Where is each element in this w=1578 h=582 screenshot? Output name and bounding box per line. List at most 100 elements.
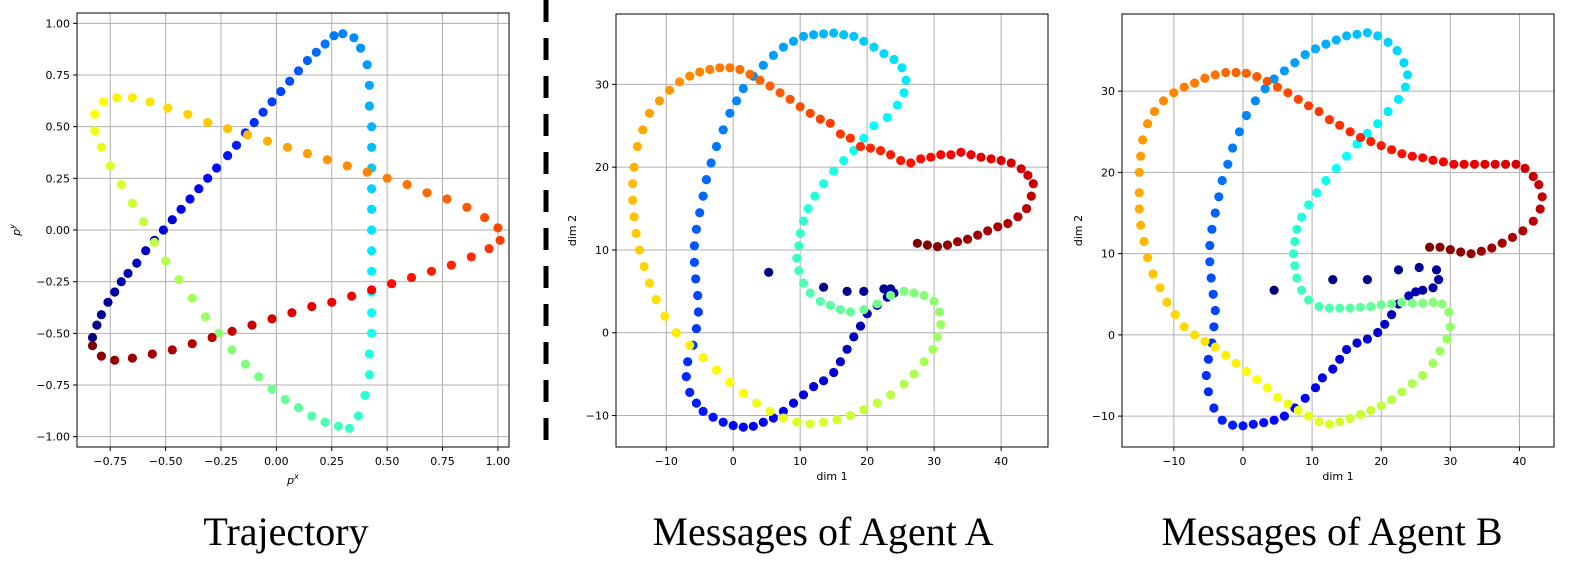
- y-tick-label: 30: [1101, 85, 1115, 98]
- data-point: [835, 129, 846, 139]
- data-point: [1314, 301, 1324, 312]
- data-point: [629, 212, 639, 222]
- x-tick-label: 40: [994, 455, 1008, 468]
- data-point: [698, 406, 708, 416]
- data-point: [1418, 298, 1428, 308]
- data-point: [1352, 29, 1362, 39]
- data-point: [333, 421, 343, 431]
- data-point: [1373, 31, 1383, 41]
- data-point: [886, 150, 896, 160]
- data-point: [1399, 58, 1409, 68]
- data-point: [810, 191, 820, 201]
- data-point: [349, 33, 359, 43]
- data-point: [693, 290, 703, 301]
- data-point: [1205, 257, 1215, 267]
- data-point: [1535, 204, 1545, 214]
- data-point: [829, 28, 839, 38]
- data-point: [1290, 58, 1300, 68]
- data-point: [327, 297, 337, 307]
- data-point: [983, 226, 993, 236]
- data-point: [1016, 164, 1026, 174]
- x-axis-label: px: [286, 472, 299, 487]
- data-point: [307, 301, 317, 312]
- data-point: [163, 103, 173, 113]
- data-point: [912, 238, 923, 248]
- data-point: [929, 296, 939, 306]
- data-point: [123, 268, 133, 278]
- data-point: [285, 76, 295, 86]
- data-point: [1290, 236, 1300, 247]
- data-point: [87, 341, 98, 351]
- agent-a-messages-panel: −10 0 10 20 30 40 30 20 10 0 −10 dim 1 dim 2 Messages…: [566, 13, 1049, 554]
- data-point: [1134, 204, 1144, 214]
- data-point: [1269, 415, 1279, 425]
- data-point: [839, 155, 849, 166]
- data-point: [1162, 297, 1172, 307]
- data-point: [775, 88, 785, 98]
- data-point: [701, 175, 712, 185]
- data-point: [364, 370, 374, 380]
- data-point: [752, 398, 762, 408]
- y-tick-label: 0: [1108, 329, 1115, 342]
- data-point: [691, 398, 702, 408]
- data-point: [127, 198, 137, 208]
- y-axis-label-base: p: [10, 229, 23, 237]
- data-point: [446, 260, 456, 270]
- y-tick-label: −0.50: [36, 327, 70, 340]
- data-point: [320, 417, 330, 427]
- x-tick-label: 0.75: [430, 455, 455, 468]
- data-point: [695, 208, 705, 218]
- data-point: [227, 345, 237, 355]
- data-point: [1292, 224, 1302, 234]
- data-point: [906, 158, 916, 168]
- data-point: [1404, 291, 1414, 301]
- data-point: [798, 31, 809, 41]
- y-tick-label: −0.75: [36, 379, 70, 392]
- data-point: [632, 141, 643, 152]
- data-point: [765, 81, 775, 91]
- data-point: [1283, 88, 1293, 98]
- data-point: [1380, 319, 1390, 329]
- data-point: [1138, 135, 1148, 145]
- data-point: [1376, 141, 1386, 151]
- data-point: [258, 107, 268, 117]
- data-point: [876, 146, 886, 156]
- data-point: [1136, 151, 1146, 161]
- data-point: [1393, 94, 1404, 104]
- data-point: [976, 152, 986, 162]
- data-point: [442, 194, 452, 204]
- data-point: [718, 125, 728, 135]
- data-point: [1355, 132, 1366, 143]
- data-point: [778, 406, 789, 416]
- data-point: [651, 295, 661, 305]
- plot-frame: [615, 13, 1049, 448]
- y-tick-label: 0.50: [46, 121, 71, 134]
- data-point: [932, 242, 943, 252]
- data-point: [1228, 143, 1238, 153]
- data-point: [956, 147, 966, 157]
- data-point: [1252, 72, 1262, 82]
- data-point: [161, 256, 171, 266]
- data-point: [1321, 39, 1331, 49]
- x-tick-label: 20: [860, 455, 874, 468]
- y-axis-label: py: [8, 224, 23, 237]
- data-point: [1331, 35, 1341, 45]
- data-point: [367, 285, 377, 295]
- data-point: [240, 359, 250, 369]
- data-point: [1210, 208, 1220, 218]
- y-tick-label: −10: [586, 410, 609, 423]
- data-point: [1314, 106, 1324, 117]
- data-point: [869, 121, 879, 131]
- data-point: [778, 42, 789, 52]
- data-point: [872, 398, 882, 408]
- data-point: [695, 67, 705, 77]
- data-point: [1210, 70, 1220, 80]
- data-point: [1262, 383, 1272, 393]
- data-point: [689, 257, 700, 267]
- data-point: [1190, 78, 1200, 88]
- data-point: [829, 166, 839, 176]
- data-point: [406, 272, 417, 283]
- data-point: [832, 415, 842, 425]
- y-tick-label: 20: [1101, 166, 1115, 179]
- data-point: [1279, 66, 1289, 76]
